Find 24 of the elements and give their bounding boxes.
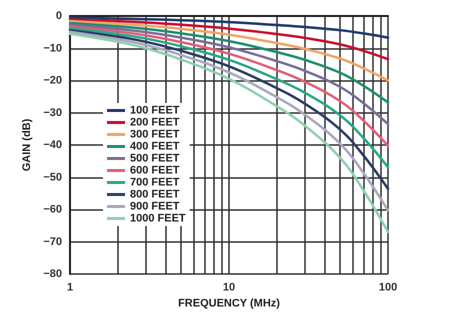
legend-label: 700 FEET	[130, 176, 180, 188]
y-tick-label: −70	[43, 236, 62, 248]
y-tick-label: −60	[43, 204, 62, 216]
y-axis-title: GAIN (dB)	[20, 118, 33, 172]
x-axis-title: FREQUENCY (MHz)	[178, 297, 280, 310]
y-tick-label: −40	[43, 139, 62, 151]
legend-label: 200 FEET	[130, 116, 180, 128]
x-tick-label: 10	[222, 282, 236, 294]
legend-label: 400 FEET	[130, 140, 180, 152]
x-tick-label: 100	[378, 282, 398, 294]
y-tick-label: −10	[43, 42, 62, 54]
legend-label: 800 FEET	[130, 188, 180, 200]
y-tick-label: −80	[43, 268, 62, 280]
legend-label: 900 FEET	[130, 200, 180, 212]
y-tick-label: −50	[43, 171, 62, 184]
legend-label: 100 FEET	[130, 104, 180, 116]
y-tick-label: 0	[56, 10, 62, 22]
legend-label: 500 FEET	[130, 152, 180, 164]
legend-label: 300 FEET	[130, 128, 180, 140]
y-tick-label: −30	[43, 106, 62, 119]
y-tick-label: −20	[43, 74, 62, 86]
legend-label: 1000 FEET	[130, 212, 186, 224]
legend-label: 600 FEET	[130, 164, 180, 176]
x-tick-label: 1	[66, 282, 74, 294]
